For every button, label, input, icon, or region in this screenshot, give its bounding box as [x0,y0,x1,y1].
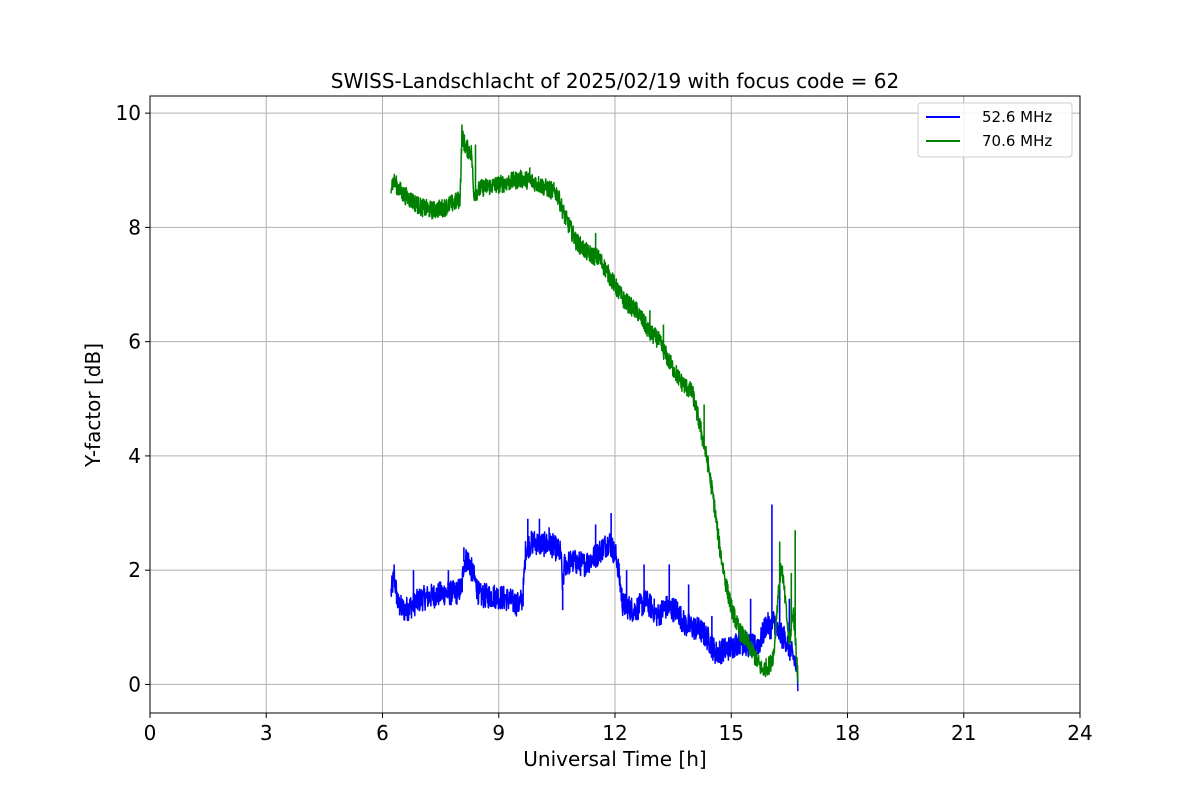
plot-frame [149,95,1081,714]
y-tick-label: 4 [128,444,141,468]
x-tick-label: 18 [835,721,860,745]
x-tick-label: 6 [376,721,389,745]
legend-label-70-6-mhz: 70.6 MHz [982,132,1052,150]
x-tick-label: 0 [144,721,157,745]
x-tick-label: 21 [951,721,976,745]
x-tick-label: 12 [602,721,627,745]
x-axis-label: Universal Time [h] [523,747,706,771]
x-axis-ticks: 0 3 6 9 12 15 18 21 24 [144,713,1093,745]
series-line-52-6-mhz [390,530,799,692]
data-series [390,124,799,692]
x-tick-label: 15 [719,721,744,745]
x-tick-label: 3 [260,721,273,745]
y-tick-label: 2 [128,558,141,582]
y-axis-label: Y-factor [dB] [81,343,105,468]
y-tick-label: 8 [128,215,141,239]
series-70-6-mhz [390,124,799,683]
y-tick-label: 6 [128,330,141,354]
x-tick-label: 24 [1067,721,1092,745]
y-tick-label: 10 [116,101,141,125]
y-axis-ticks: 0 2 4 6 8 10 [116,101,150,696]
y-tick-label: 0 [128,672,141,696]
series-52-6-mhz [390,504,799,692]
chart-title: SWISS-Landschlacht of 2025/02/19 with fo… [331,69,899,93]
x-tick-label: 9 [492,721,505,745]
legend-label-52-6-mhz: 52.6 MHz [982,108,1052,126]
legend: 52.6 MHz 70.6 MHz [917,102,1073,158]
series-line-70-6-mhz [390,130,799,683]
